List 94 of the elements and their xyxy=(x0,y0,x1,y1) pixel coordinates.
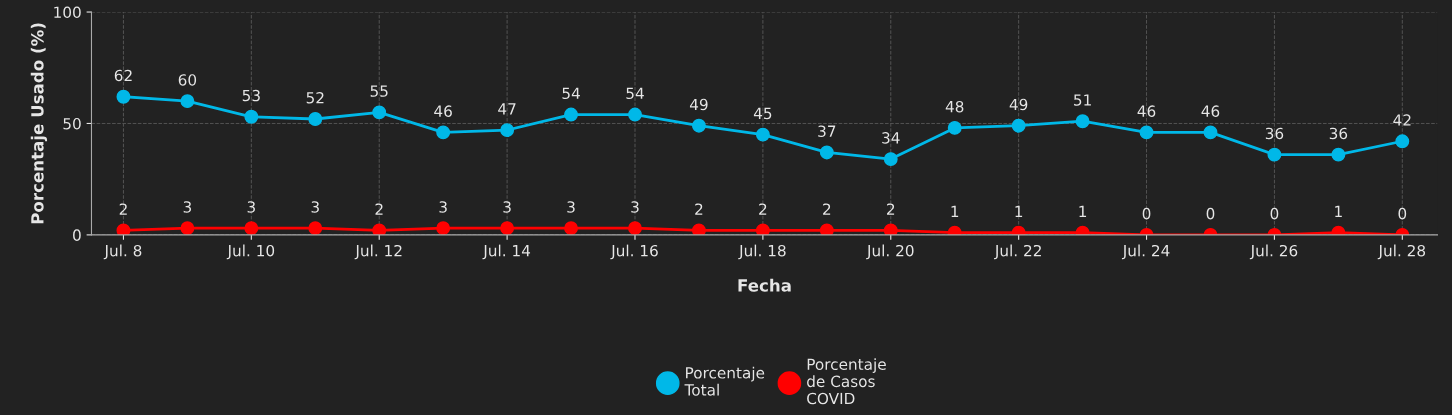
y-tick-label: 50 xyxy=(63,117,81,130)
data-label: 60 xyxy=(178,74,197,86)
data-label: 0 xyxy=(1142,207,1151,220)
data-label: 3 xyxy=(567,201,575,213)
data-label: 47 xyxy=(498,103,516,115)
data-label: 46 xyxy=(1201,105,1220,117)
data-label: 3 xyxy=(247,201,255,213)
data-label: 55 xyxy=(370,85,388,97)
point xyxy=(372,105,387,120)
x-tick-label: Jul. 22 xyxy=(994,244,1041,260)
data-label: 54 xyxy=(626,87,644,100)
x-tick-label: Jul. 12 xyxy=(354,244,402,260)
data-label: 2 xyxy=(887,203,895,215)
data-label: 48 xyxy=(945,100,964,113)
point xyxy=(436,125,451,140)
legend-label: Porcentaje de Casos COVID xyxy=(807,358,886,405)
point xyxy=(372,223,387,235)
point xyxy=(819,223,834,235)
data-label: 42 xyxy=(1393,114,1411,126)
x-tick-label: Jul. 18 xyxy=(738,244,786,260)
data-label: 3 xyxy=(631,201,639,213)
point xyxy=(947,120,962,135)
point xyxy=(883,152,898,167)
x-tick-label: Jul. 10 xyxy=(226,244,275,260)
point xyxy=(116,89,131,104)
legend-label: Porcentaje Total xyxy=(684,366,765,396)
point xyxy=(436,221,451,235)
data-label: 0 xyxy=(1270,207,1279,220)
point xyxy=(1395,134,1410,149)
point xyxy=(1267,147,1282,162)
point xyxy=(1139,125,1154,140)
point xyxy=(755,223,770,235)
point xyxy=(308,112,323,126)
data-label: 1 xyxy=(951,205,959,217)
data-label: 62 xyxy=(114,69,132,82)
data-label: 36 xyxy=(1329,127,1348,140)
data-label: 51 xyxy=(1074,94,1091,106)
data-label: 3 xyxy=(503,201,511,213)
x-tick-label: Jul. 28 xyxy=(1377,244,1426,260)
point xyxy=(755,127,770,142)
x-tick-label: Jul. 26 xyxy=(1249,244,1298,260)
data-label: 49 xyxy=(689,98,708,111)
point xyxy=(1075,114,1090,129)
x-tick-label: Jul. 8 xyxy=(103,244,142,260)
y-tick-label: 100 xyxy=(54,6,81,19)
point xyxy=(628,221,642,235)
data-label: 2 xyxy=(375,203,383,215)
x-tick-label: Jul. 14 xyxy=(482,244,531,260)
data-label: 54 xyxy=(562,87,580,100)
data-label: 49 xyxy=(1009,98,1028,111)
x-axis-title: Fecha xyxy=(738,278,791,292)
point xyxy=(500,221,515,235)
y-axis-title: Porcentaje Usado (%) xyxy=(30,23,48,224)
point xyxy=(883,223,898,235)
data-label: 0 xyxy=(1206,207,1215,220)
data-label: 45 xyxy=(753,107,772,120)
data-label: 3 xyxy=(439,201,447,213)
data-label: 52 xyxy=(306,91,324,104)
point xyxy=(691,118,706,133)
data-label: 1 xyxy=(1015,205,1023,217)
data-label: 2 xyxy=(695,203,703,215)
data-label: 36 xyxy=(1265,127,1284,140)
point xyxy=(180,94,195,109)
point xyxy=(308,221,323,235)
point xyxy=(244,109,259,124)
x-tick-label: Jul. 24 xyxy=(1121,244,1170,260)
point xyxy=(819,145,834,160)
data-label: 2 xyxy=(119,203,127,215)
point xyxy=(1011,118,1026,133)
point xyxy=(691,223,706,235)
point xyxy=(1331,147,1346,162)
data-label: 2 xyxy=(823,203,831,215)
point xyxy=(628,107,642,122)
x-tick-label: Jul. 20 xyxy=(866,244,914,260)
data-label: 53 xyxy=(242,89,260,102)
point xyxy=(564,221,578,235)
data-label: 3 xyxy=(183,201,192,213)
point xyxy=(116,223,131,235)
data-label: 1 xyxy=(1079,205,1087,217)
point xyxy=(500,123,515,138)
y-tick-label: 0 xyxy=(73,229,81,241)
x-tick-label: Jul. 16 xyxy=(610,244,658,260)
point xyxy=(1203,125,1218,140)
point xyxy=(244,221,259,235)
data-label: 3 xyxy=(311,201,319,213)
point xyxy=(180,221,195,235)
data-label: 34 xyxy=(882,132,900,144)
data-label: 1 xyxy=(1335,205,1342,217)
point xyxy=(564,107,578,122)
data-label: 46 xyxy=(434,105,452,117)
data-label: 37 xyxy=(818,125,836,137)
data-label: 0 xyxy=(1398,207,1407,220)
data-label: 46 xyxy=(1137,105,1156,117)
data-label: 2 xyxy=(759,203,767,215)
